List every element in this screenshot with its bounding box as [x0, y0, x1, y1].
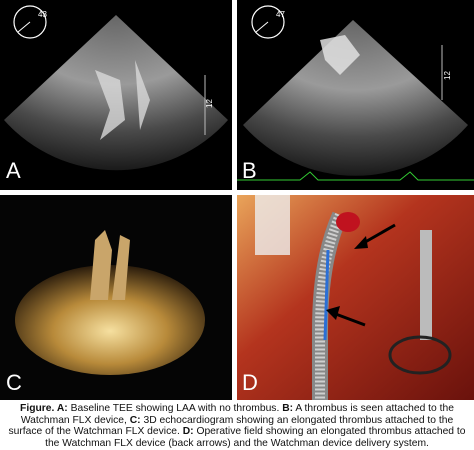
depth: 12	[205, 99, 214, 108]
caption-label: D:	[182, 426, 194, 438]
caption-label: B:	[282, 403, 294, 414]
panel-label: D	[242, 370, 258, 395]
caption-label: C:	[129, 414, 141, 426]
angle: 47	[276, 10, 285, 19]
caption: Figure. A: Baseline TEE showing LAA with…	[4, 403, 470, 449]
figure: 43 12 A 47 12 B C D	[0, 0, 474, 400]
panel-label: A	[6, 158, 21, 183]
panel-c: C	[0, 195, 232, 400]
caption-text: Operative field showing an elongated thr…	[45, 426, 466, 449]
caption-text: A thrombus is seen attached to the Watch…	[20, 403, 454, 426]
caption-text: 3D echocardiogram showing an elongated t…	[8, 414, 454, 438]
panel-d: D	[237, 195, 474, 400]
caption-label: Figure. A:	[20, 403, 68, 414]
panel-b: 47 12 B	[237, 0, 474, 190]
panel-label: C	[6, 370, 22, 395]
panel-label: B	[242, 158, 257, 183]
angle: 43	[38, 10, 47, 19]
depth: 12	[443, 71, 452, 80]
panel-a: 43 12 A	[0, 0, 232, 190]
caption-text: Baseline TEE showing LAA with no thrombu…	[70, 403, 280, 414]
